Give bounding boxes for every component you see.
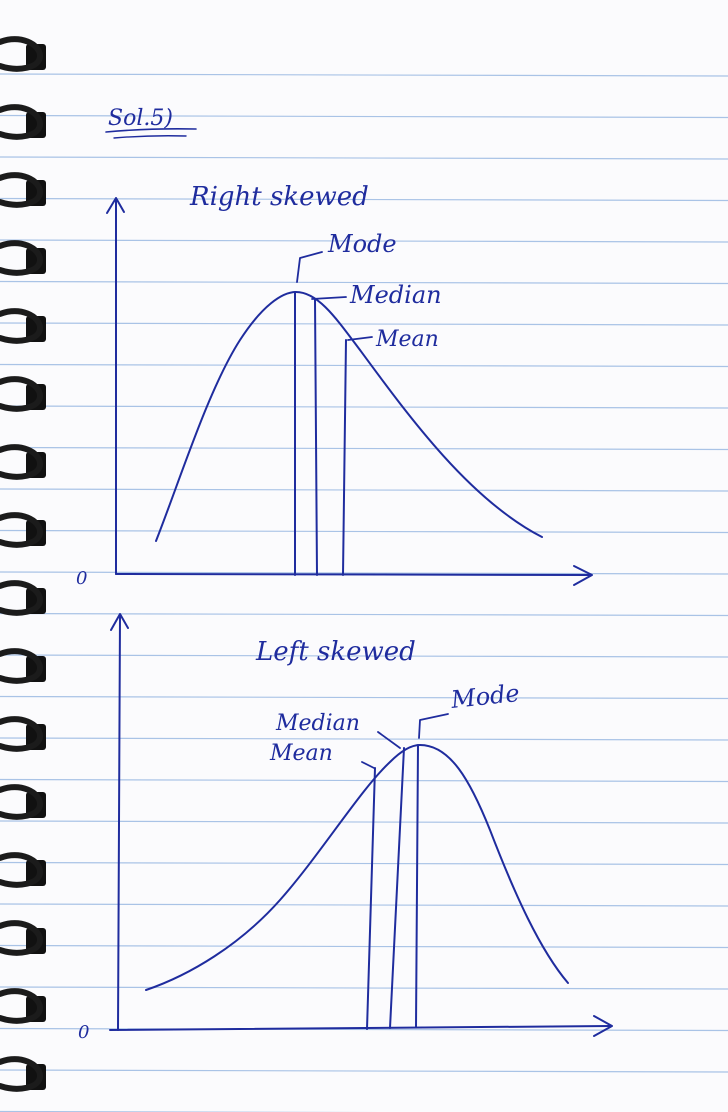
left-skewed-title: Left skewed: [255, 637, 416, 667]
spiral-ring: [0, 172, 46, 208]
x-axis-arrow-bottom: [593, 1015, 613, 1037]
median-label-top: Median: [349, 281, 442, 309]
spiral-binding: [0, 36, 46, 1092]
ruled-line: [0, 114, 728, 119]
mean-label-bottom: Mean: [269, 741, 333, 766]
spiral-ring: [0, 36, 46, 72]
solution-label: Sol.5): [108, 106, 173, 131]
spiral-ring: [0, 376, 46, 412]
y-axis-bottom: [117, 615, 121, 1031]
spiral-ring: [0, 580, 46, 616]
ruled-line: [0, 322, 728, 326]
spiral-ring: [0, 240, 46, 276]
mean-line-bottom: [366, 767, 376, 1030]
median-line-top: [314, 299, 318, 576]
x-axis-top: [115, 573, 591, 576]
spiral-ring: [0, 716, 46, 752]
spiral-ring: [0, 1056, 46, 1092]
spiral-ring: [0, 852, 46, 888]
ruled-line: [0, 488, 728, 492]
mean-line-top: [342, 339, 347, 576]
y-axis-arrow-bottom: [110, 613, 129, 631]
y-axis-arrow-top: [106, 197, 125, 214]
mean-pointer-bottom: [361, 761, 375, 769]
ruled-line: [0, 944, 728, 949]
ruled-line: [0, 861, 728, 866]
ruled-line: [0, 1027, 728, 1032]
ruled-line: [0, 737, 728, 741]
ruled-line: [0, 695, 728, 700]
spiral-ring: [0, 648, 46, 684]
ruled-line: [0, 612, 728, 617]
spiral-ring: [0, 444, 46, 480]
ruled-line: [0, 73, 728, 77]
solution-underline: [105, 128, 197, 133]
ruled-line: [0, 986, 728, 990]
spiral-ring: [0, 988, 46, 1024]
spiral-ring: [0, 512, 46, 548]
spiral-ring: [0, 308, 46, 344]
origin-label-bottom: 0: [78, 1022, 89, 1043]
ruled-line: [0, 197, 728, 202]
ruled-line: [0, 1069, 728, 1073]
spiral-ring: [0, 784, 46, 820]
right-skewed-title: Right skewed: [189, 182, 369, 212]
median-pointer-bottom: [377, 731, 401, 749]
spiral-ring: [0, 920, 46, 956]
median-label-bottom: Median: [275, 711, 360, 736]
ruled-line: [0, 280, 728, 285]
mean-pointer-top: [347, 336, 373, 341]
ruled-line: [0, 571, 728, 575]
ruled-line: [0, 820, 728, 824]
ruled-lines: [0, 73, 728, 1112]
ruled-line: [0, 446, 728, 451]
ruled-line: [0, 778, 728, 783]
ruled-line: [0, 903, 728, 907]
ruled-line: [0, 156, 728, 160]
ruled-line: [0, 529, 728, 534]
distribution-curve-top: [155, 291, 543, 542]
mode-line-bottom: [415, 744, 419, 1028]
x-axis-arrow-top: [573, 565, 593, 586]
ruled-line: [0, 654, 728, 658]
ruled-line: [0, 405, 728, 409]
x-axis-bottom: [109, 1025, 611, 1031]
ruled-line: [0, 363, 728, 368]
spiral-ring: [0, 104, 46, 140]
mode-pointer-bottom: [418, 713, 449, 739]
mode-label-top: Mode: [327, 230, 397, 258]
ruled-line: [0, 239, 728, 243]
median-pointer-top: [311, 296, 347, 300]
left-skewed-diagram: Left skewed 0 Mode Median Mean: [78, 613, 613, 1043]
mode-pointer-top: [296, 251, 323, 283]
solution-underline-2: [113, 135, 187, 139]
origin-label-top: 0: [76, 568, 87, 589]
mean-label-top: Mean: [375, 327, 439, 352]
median-line-bottom: [389, 747, 405, 1029]
right-skewed-diagram: Right skewed 0 Mode Median Mean: [76, 182, 593, 589]
